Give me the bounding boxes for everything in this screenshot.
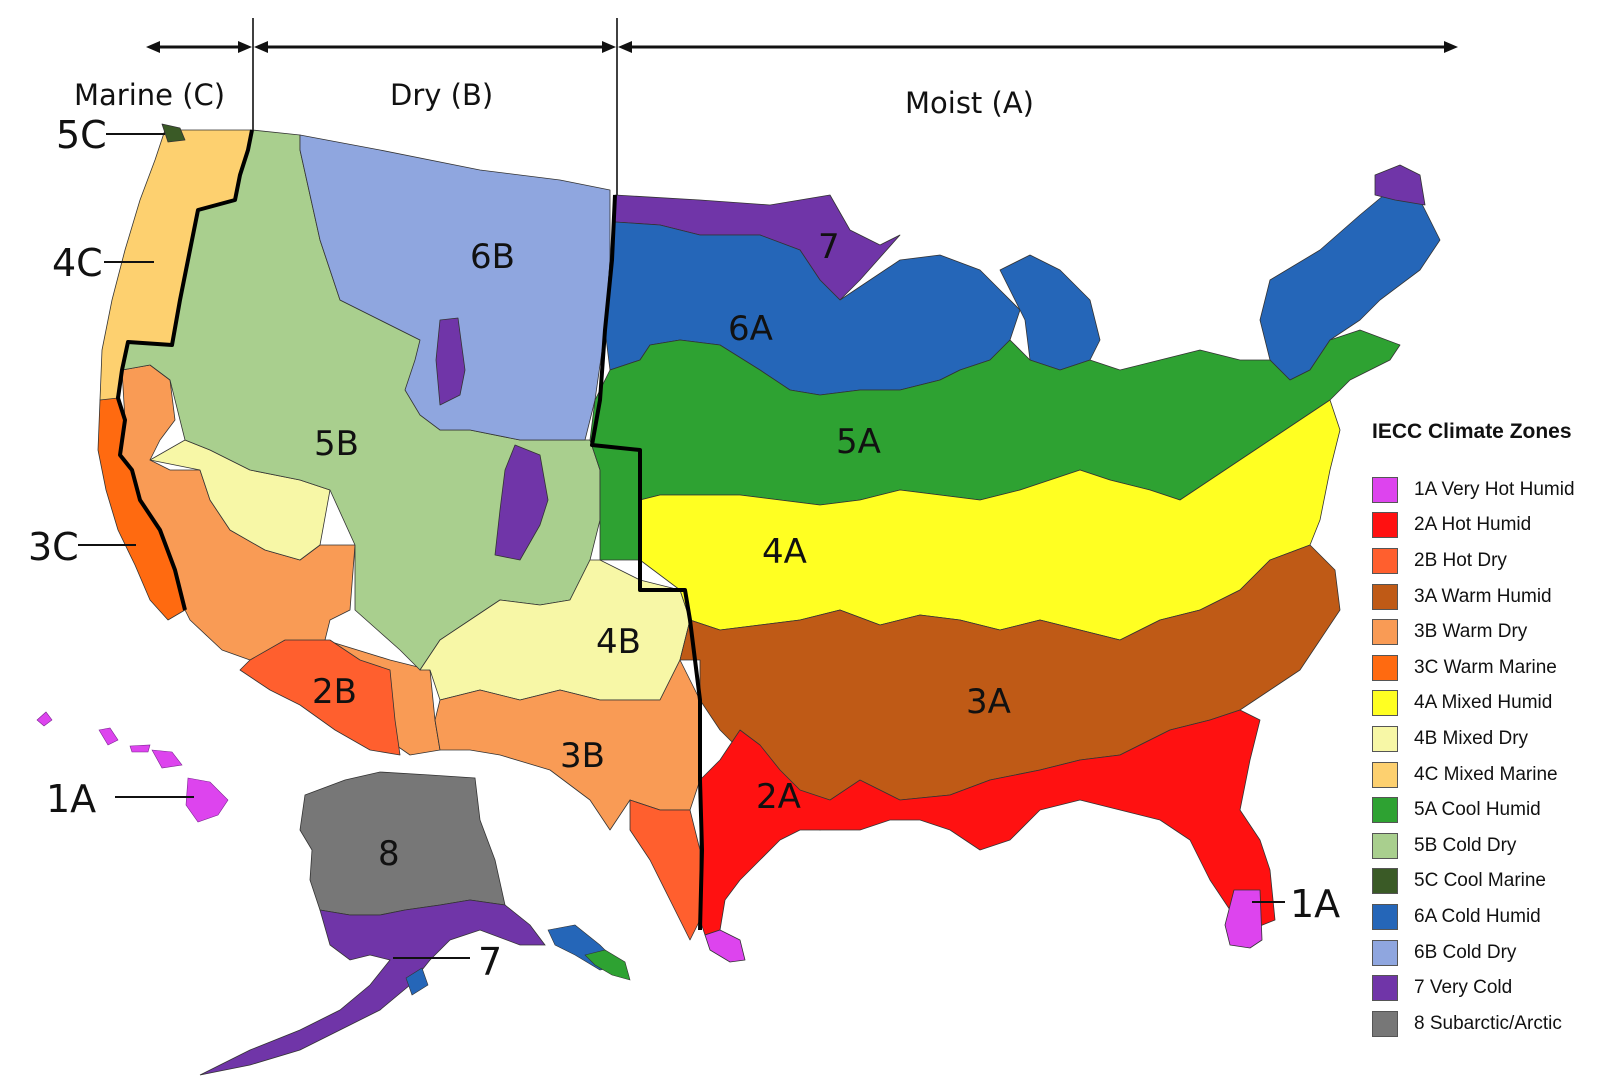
- callout-1A-florida: 1A: [1290, 882, 1340, 926]
- legend-swatch: [1372, 939, 1398, 966]
- zone-8-alaska: [299, 771, 506, 916]
- legend-label: 4B Mixed Dry: [1414, 727, 1529, 749]
- arrow-left-icon: [146, 41, 160, 53]
- legend-label: 5C Cool Marine: [1414, 870, 1546, 892]
- legend-item-5A: 5A Cool Humid: [1372, 792, 1602, 828]
- legend-item-4A: 4A Mixed Humid: [1372, 686, 1602, 722]
- moisture-regime-header: Marine (C) Dry (B) Moist (A): [74, 18, 1458, 195]
- legend-item-3A: 3A Warm Humid: [1372, 579, 1602, 615]
- legend-swatch: [1372, 1010, 1398, 1037]
- legend-label: 6A Cold Humid: [1414, 905, 1541, 927]
- legend-label: 1A Very Hot Humid: [1414, 478, 1575, 500]
- moisture-boundaries: [116, 129, 704, 931]
- legend-label: 3B Warm Dry: [1414, 621, 1528, 643]
- legend-item-3B: 3B Warm Dry: [1372, 614, 1602, 650]
- zone-7-alaska: [199, 899, 546, 1076]
- legend-swatch: [1372, 654, 1398, 681]
- zone-labels: 6B 7 6A 5A 5B 4A 4B 3A 3B 2A 2B: [312, 227, 1011, 817]
- label-2A: 2A: [756, 777, 801, 817]
- legend-swatch: [1372, 797, 1398, 824]
- legend-label: 3A Warm Humid: [1414, 585, 1552, 607]
- legend-label: 4C Mixed Marine: [1414, 763, 1558, 785]
- zone-6B: [299, 134, 611, 441]
- legend: IECC Climate Zones 1A Very Hot Humid 2A H…: [1372, 420, 1602, 1042]
- arrow-right-icon: [238, 41, 252, 53]
- label-5B: 5B: [314, 424, 359, 464]
- legend-item-1A: 1A Very Hot Humid: [1372, 472, 1602, 508]
- legend-title: IECC Climate Zones: [1372, 420, 1572, 443]
- legend-swatch: [1372, 868, 1398, 895]
- zone-5C: [161, 123, 186, 143]
- zone-7-wyoming: [435, 317, 466, 406]
- legend-item-6B: 6B Cold Dry: [1372, 935, 1602, 971]
- label-6A: 6A: [728, 309, 773, 349]
- legend-item-4C: 4C Mixed Marine: [1372, 757, 1602, 793]
- legend-label: 7 Very Cold: [1414, 977, 1513, 999]
- callout-3C: 3C: [28, 525, 79, 569]
- zone-1A-texas: [704, 929, 746, 963]
- zone-2B: [239, 639, 401, 756]
- label-3B: 3B: [560, 736, 605, 776]
- hawaii: [36, 711, 229, 823]
- marine-regime-label: Marine (C): [74, 78, 225, 112]
- dry-regime-label: Dry (B): [390, 78, 493, 112]
- legend-swatch: [1372, 832, 1398, 859]
- label-2B: 2B: [312, 672, 357, 712]
- arrow-right-icon: [602, 41, 616, 53]
- legend-label: 4A Mixed Humid: [1414, 692, 1553, 714]
- moist-regime-label: Moist (A): [905, 86, 1034, 120]
- legend-label: 3C Warm Marine: [1414, 656, 1557, 678]
- legend-item-2B: 2B Hot Dry: [1372, 543, 1602, 579]
- legend-swatch: [1372, 761, 1398, 788]
- callout-4C: 4C: [52, 241, 103, 285]
- label-5A: 5A: [836, 422, 881, 462]
- legend-swatch: [1372, 512, 1398, 539]
- legend-swatch: [1372, 547, 1398, 574]
- legend-item-3C: 3C Warm Marine: [1372, 650, 1602, 686]
- zone-1A-florida: [1224, 889, 1263, 949]
- callout-7-alaska: 7: [478, 940, 502, 984]
- legend-label: 5A Cool Humid: [1414, 799, 1541, 821]
- callout-5C: 5C: [56, 113, 107, 157]
- legend-swatch: [1372, 975, 1398, 1002]
- legend-label: 8 Subarctic/Arctic: [1414, 1012, 1562, 1034]
- label-7: 7: [818, 227, 840, 267]
- legend-swatch: [1372, 690, 1398, 717]
- label-8: 8: [378, 834, 400, 874]
- zone-7-maine: [1374, 164, 1426, 206]
- legend-swatch: [1372, 903, 1398, 930]
- arrow-left-icon: [254, 41, 268, 53]
- legend-label: 5B Cold Dry: [1414, 834, 1517, 856]
- label-4B: 4B: [596, 622, 641, 662]
- legend-items: 1A Very Hot Humid 2A Hot Humid 2B Hot Dry 3…: [1372, 472, 1602, 1042]
- legend-swatch: [1372, 583, 1398, 610]
- arrow-right-icon: [1444, 41, 1458, 53]
- legend-swatch: [1372, 619, 1398, 646]
- legend-label: 2A Hot Humid: [1414, 514, 1532, 536]
- legend-item-7: 7 Very Cold: [1372, 970, 1602, 1006]
- legend-item-8: 8 Subarctic/Arctic: [1372, 1006, 1602, 1042]
- zone-2B-texas: [629, 799, 701, 941]
- contiguous-us: [97, 123, 1441, 963]
- legend-swatch: [1372, 476, 1398, 503]
- legend-label: 6B Cold Dry: [1414, 941, 1517, 963]
- legend-swatch: [1372, 725, 1398, 752]
- legend-label: 2B Hot Dry: [1414, 549, 1507, 571]
- legend-item-4B: 4B Mixed Dry: [1372, 721, 1602, 757]
- legend-item-6A: 6A Cold Humid: [1372, 899, 1602, 935]
- label-6B: 6B: [470, 237, 515, 277]
- arrow-left-icon: [618, 41, 632, 53]
- label-3A: 3A: [966, 682, 1011, 722]
- zone-6A-michigan: [999, 254, 1101, 371]
- zone-7-colorado: [494, 444, 549, 561]
- alaska: 8: [199, 771, 631, 1076]
- callouts: 5C 4C 3C 1A 1A 7: [28, 113, 1340, 984]
- callout-1A-hawaii: 1A: [46, 777, 96, 821]
- label-4A: 4A: [762, 532, 807, 572]
- legend-item-2A: 2A Hot Humid: [1372, 508, 1602, 544]
- legend-item-5C: 5C Cool Marine: [1372, 864, 1602, 900]
- legend-item-5B: 5B Cold Dry: [1372, 828, 1602, 864]
